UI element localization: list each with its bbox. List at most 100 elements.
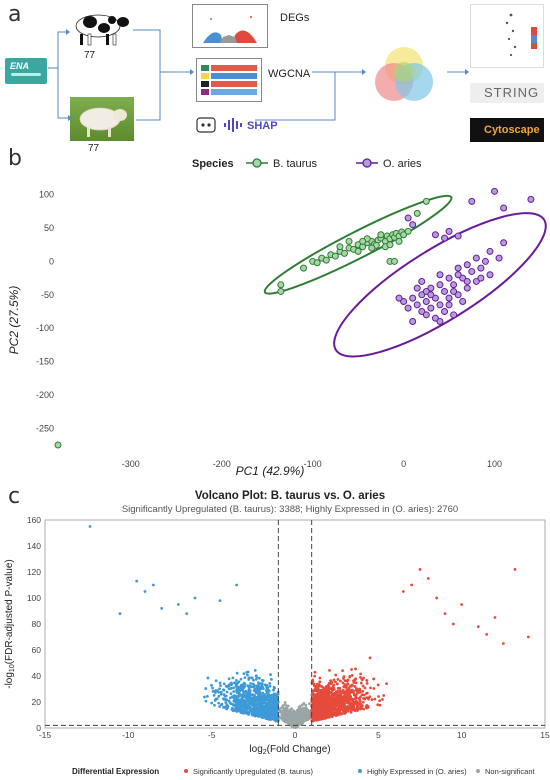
volcano-point [264,716,268,720]
volcano-point [332,712,336,716]
volcano-point [359,675,362,679]
volcano-point [342,677,345,680]
volcano-point [219,684,222,688]
volcano-point [244,702,248,705]
volcano-point [252,678,255,682]
volcano-legend: Differential Expression Significantly Up… [72,767,536,776]
volcano-point [294,714,297,718]
pca-point [431,294,439,302]
volcano-point [242,690,245,694]
volcano-point [324,716,327,720]
volcano-point [242,672,246,676]
volcano-point [324,700,328,703]
volcano-point [214,689,218,692]
volcano-point [361,684,365,688]
pca-point [445,274,453,282]
volcano-point [258,708,261,711]
volcano-point [324,692,327,696]
volcano-point [237,709,241,713]
volcano-y-axis-label: -log10(FDR-adjusted P-value) [4,559,16,689]
volcano-point [370,698,374,702]
volcano-point [350,688,354,692]
volcano-point [320,716,324,719]
volcano-point [356,703,360,706]
volcano-point [359,703,363,707]
volcano-point [355,700,359,704]
volcano-point [291,713,294,716]
volcano-point [273,707,277,711]
panel-label-a: a [8,2,22,27]
volcano-point [203,695,206,699]
volcano-point [259,687,263,691]
volcano-point [334,703,338,707]
volcano-y-tick-label: 100 [27,593,41,603]
volcano-point [235,700,239,704]
volcano-point [231,676,235,680]
volcano-point [256,681,260,685]
volcano-point [501,642,505,645]
volcano-x-tick-label: 15 [540,730,550,740]
volcano-point [327,685,331,688]
pca-point [450,311,458,319]
volcano-point [286,704,290,708]
volcano-point [356,689,360,692]
volcano-point [232,690,236,693]
pca-point [409,221,417,229]
pca-y-axis-label: PC2 (27.5%) [7,286,21,355]
volcano-point [151,583,155,587]
volcano-point [328,687,331,691]
pca-point [340,249,348,257]
volcano-point [313,695,317,699]
pca-point [313,259,321,267]
volcano-point [251,682,255,686]
volcano-point [316,700,320,704]
volcano-point [249,699,252,702]
volcano-point [312,699,316,702]
volcano-point [250,712,254,716]
volcano-point [368,656,372,660]
pca-point [445,294,453,302]
pca-point [354,247,362,255]
pca-point [404,227,412,235]
volcano-point [252,702,256,706]
volcano-point [240,697,244,701]
volcano-point [283,703,287,707]
volcano-point [358,690,362,693]
volcano-point [257,712,261,716]
volcano-point [160,607,164,610]
venn-diagram [368,44,440,111]
volcano-point [267,714,271,718]
pca-y-tick-label: -200 [36,390,54,400]
volcano-point [205,695,209,698]
volcano-point [318,680,322,684]
volcano-point [339,679,342,683]
pca-point [400,297,408,305]
volcano-point [319,696,323,700]
volcano-point [211,689,215,693]
volcano-point [135,579,139,583]
volcano-point [339,712,343,716]
volcano-point [281,706,285,709]
shap-label: SHAP [247,120,278,132]
pca-y-tick-label: -100 [36,323,54,333]
volcano-point [244,690,248,694]
volcano-point [243,706,247,709]
volcano-point [257,700,261,704]
pca-point [527,195,535,203]
volcano-point [332,696,335,700]
volcano-point [346,705,350,709]
volcano-point [339,699,342,703]
volcano-point [225,707,228,711]
volcano-point [214,679,218,683]
volcano-point [222,693,226,696]
volcano-point [344,707,348,711]
volcano-point [229,686,233,690]
volcano-legend-title: Differential Expression [72,767,159,776]
volcano-point [332,703,335,707]
pca-point [459,297,467,305]
volcano-point [259,685,263,689]
volcano-point [210,701,214,705]
cow-count: 77 [84,50,96,61]
volcano-point [381,698,384,701]
degs-label: DEGs [280,12,310,24]
